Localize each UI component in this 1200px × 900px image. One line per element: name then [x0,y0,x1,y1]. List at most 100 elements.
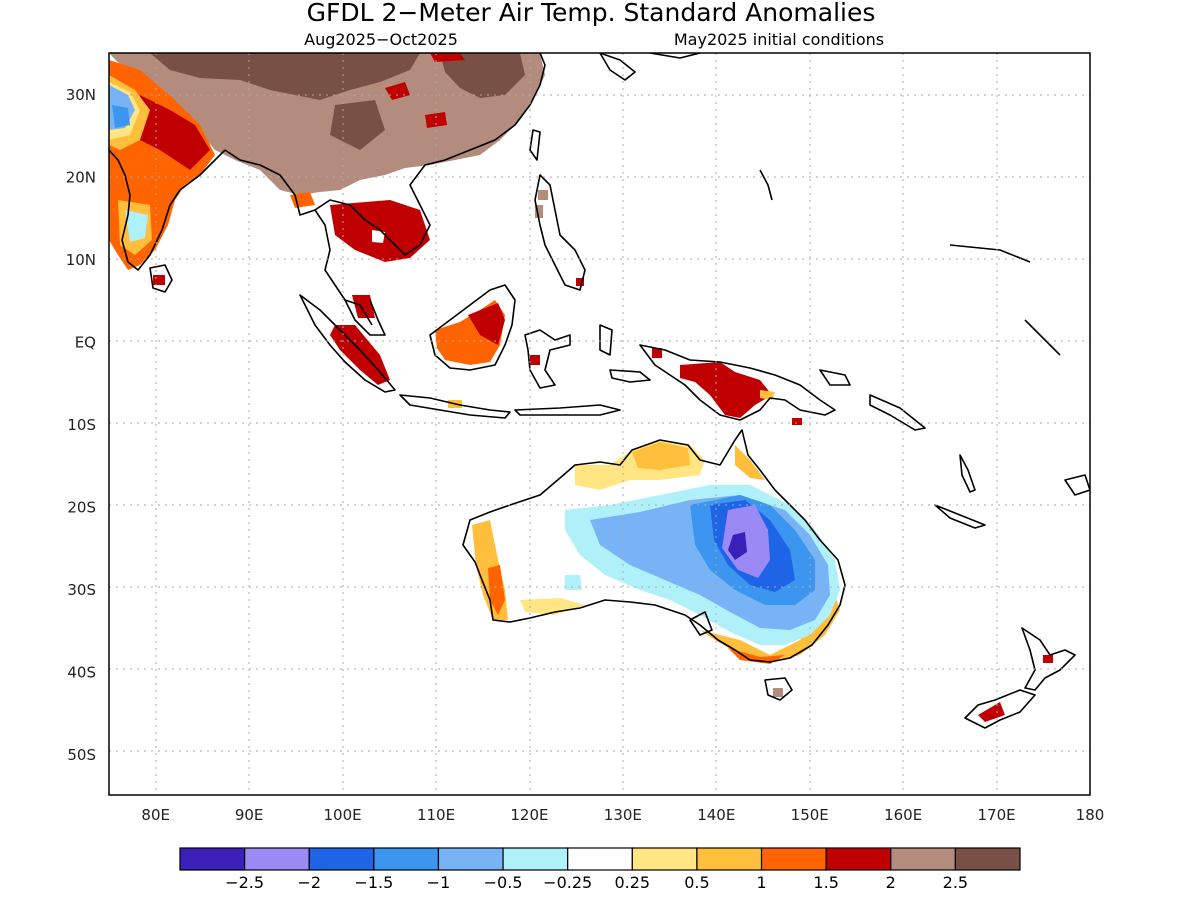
lat-tick-label: 30S [67,581,96,599]
anomaly-patch-new-guinea [680,362,772,418]
anomaly-patch-malaysia [352,295,375,318]
anomaly-patch-cape-york [735,445,765,480]
lon-tick-label: 140E [697,806,735,824]
lat-tick-label: 10S [67,416,96,434]
coast-seram [609,369,651,383]
coast-malay [344,299,386,336]
coast-srilanka [149,264,173,293]
coast-korea [599,53,636,81]
initial-conditions: May2025 initial conditions [674,30,884,49]
coast-australia [462,429,846,663]
anomaly-patch-east-china [440,53,525,98]
colorbar-label: 1.5 [813,873,838,892]
latitude-tick-labels: 30N 20N 10N EQ 10S 20S 30S 40S 50S [66,86,96,764]
lat-tick-label: 40S [67,663,96,681]
lat-tick-label: 10N [66,251,96,269]
colorbar-swatch [179,847,246,871]
colorbar-swatch [502,847,569,871]
forecast-period: Aug2025−Oct2025 [304,30,458,49]
anomaly-patch-southeast-coast [700,595,840,662]
anomaly-patch-india-north [140,95,210,170]
colorbar-label: 0.5 [684,873,709,892]
colorbar-label: −2 [297,873,321,892]
coast-philippines [534,174,586,291]
colorbar-label: 2.5 [943,873,968,892]
colorbar-swatch [696,847,763,871]
lat-tick-label: 20S [67,498,96,516]
coast-marianas [759,169,773,201]
coast-nz-south [964,689,1036,729]
gridlines [109,53,1090,795]
anomaly-patch-tibet [150,53,420,100]
coast-sumatra [299,294,396,393]
anomaly-patch-nz-south [978,702,1005,722]
colorbar-label: 0.25 [614,873,650,892]
map-frame [108,52,1091,796]
coast-vanuatu [959,454,976,493]
coast-solomons [869,394,926,431]
coast-new-britain [819,369,851,386]
colorbar-swatch [567,847,633,871]
anomaly-patch-victoria [728,648,785,664]
lon-tick-label: 90E [235,806,264,824]
anomaly-patch-queensland-extreme [728,532,747,560]
anomaly-patch-sulawesi [530,355,540,365]
lon-tick-label: 110E [417,806,455,824]
anomaly-patch-nz-north [1043,655,1053,663]
coast-halmahera [599,324,613,356]
anomaly-patch-central-china [330,100,385,150]
lat-tick-label: 50S [67,746,96,764]
lat-tick-label: 20N [66,169,96,187]
anomaly-patch-west-papua [652,348,662,358]
colorbar-swatch [308,847,375,871]
colorbar-swatch [631,847,698,871]
colorbar-swatch [825,847,892,871]
coast-india [109,149,226,271]
anomaly-field [109,53,1053,722]
anomaly-patch-red-2 [425,112,447,128]
colorbar-label: −1 [427,873,451,892]
anomaly-patch-red-3 [430,53,465,62]
coast-lesser-sunda [514,404,621,416]
coast-japan [649,53,701,59]
coast-indochina [314,159,446,256]
anomaly-patch-sumatra [330,325,390,385]
coast-marshalls [949,244,1031,263]
colorbar-label: 1 [756,873,766,892]
anomaly-patch-west-coast-hot [488,565,505,615]
coast-kiribati [1024,319,1061,356]
anomaly-patch-myanmar [290,192,315,208]
map-title: GFDL 2−Meter Air Temp. Standard Anomalie… [307,0,876,27]
coast-fiji [1064,474,1090,496]
coast-new-guinea [639,344,836,421]
anomaly-patch-tasmania [773,688,783,697]
colorbar-labels: −2.5 −2 −1.5 −1 −0.5 −0.25 0.25 0.5 1 1.5 2 2.5 [225,873,968,892]
colorbar-label: −1.5 [354,873,393,892]
longitude-tick-labels: 80E 90E 100E 110E 120E 130E 140E 150E 160E 170E 18… [141,806,1104,824]
coast-new-caledonia [934,504,986,529]
anomaly-patch-india-cool-core [112,105,130,128]
coastlines [109,53,1090,729]
colorbar [179,847,1021,871]
anomaly-patch-srilanka [153,275,165,285]
coast-nz-north [1021,627,1076,691]
coast-java [399,394,511,419]
colorbar-label: −0.5 [484,873,523,892]
lon-tick-label: 130E [604,806,642,824]
colorbar-label: −2.5 [225,873,264,892]
colorbar-label: 2 [886,873,896,892]
coast-tasmania [764,677,793,701]
anomaly-patch-top-end [632,442,690,470]
lon-tick-label: 100E [324,806,362,824]
anomaly-patch-luzon [538,190,548,200]
lon-tick-label: 80E [141,806,170,824]
anomaly-patch-borneo-north [468,303,505,345]
anomaly-patch-png-east [792,418,802,425]
colorbar-swatch [760,847,827,871]
lat-tick-label: EQ [75,334,96,352]
anomaly-patch-india-south-cool [125,210,148,242]
coast-borneo [429,284,516,371]
colorbar-swatch [244,847,310,871]
anomaly-patch-queensland-strong [722,505,770,578]
